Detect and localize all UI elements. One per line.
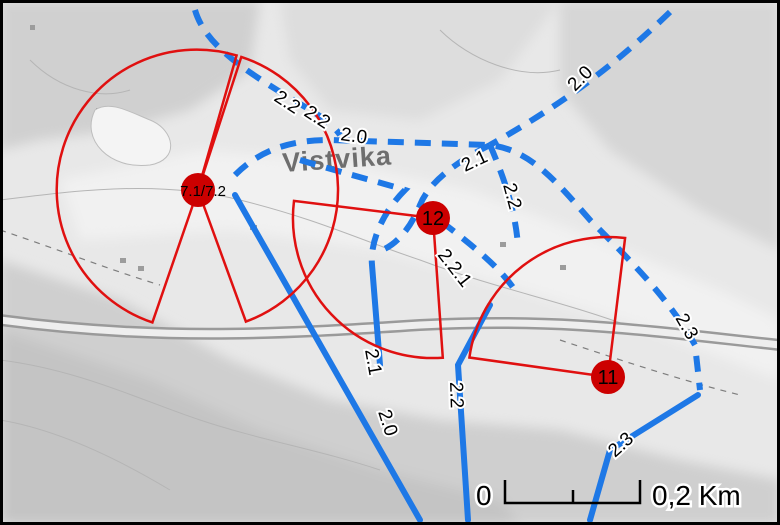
sector-12[interactable] [291, 199, 445, 360]
planned-route-2-2-east[interactable] [487, 143, 521, 246]
site-label: 11 [598, 367, 619, 389]
site-label: 7.1/7.2 [180, 183, 226, 200]
site-label: 12 [422, 208, 444, 230]
planned-route-2-2[interactable] [192, 9, 343, 137]
sector-7-east[interactable] [196, 55, 340, 324]
site-marker-7[interactable]: 7.1/7.2 [180, 173, 226, 207]
planned-route-2-1-west[interactable] [299, 157, 411, 266]
site-markers: 7.1/7.2 12 11 [180, 173, 625, 394]
planned-route-2-0-north[interactable] [488, 9, 673, 148]
planned-route-2-1[interactable] [380, 142, 492, 253]
existing-route-label: 2.2 [445, 381, 467, 408]
site-marker-12[interactable]: 12 [416, 201, 450, 235]
sector-7-west[interactable] [55, 48, 239, 324]
planned-routes [192, 9, 703, 391]
planned-route-2-2-1[interactable] [418, 202, 521, 297]
existing-route-2-3[interactable] [587, 392, 701, 523]
existing-route-2-0[interactable] [232, 192, 423, 523]
sector-11[interactable] [467, 235, 627, 379]
site-marker-11[interactable]: 11 [591, 360, 625, 394]
scale-bar: 0 0,2 Km [474, 478, 744, 514]
scale-distance-label: 0,2 Km [652, 480, 741, 511]
planned-route-2-0[interactable] [232, 136, 703, 391]
planned-route-label: 2.0 [339, 124, 368, 148]
scale-zero-label: 0 [476, 480, 492, 511]
coverage-sectors [55, 48, 627, 379]
